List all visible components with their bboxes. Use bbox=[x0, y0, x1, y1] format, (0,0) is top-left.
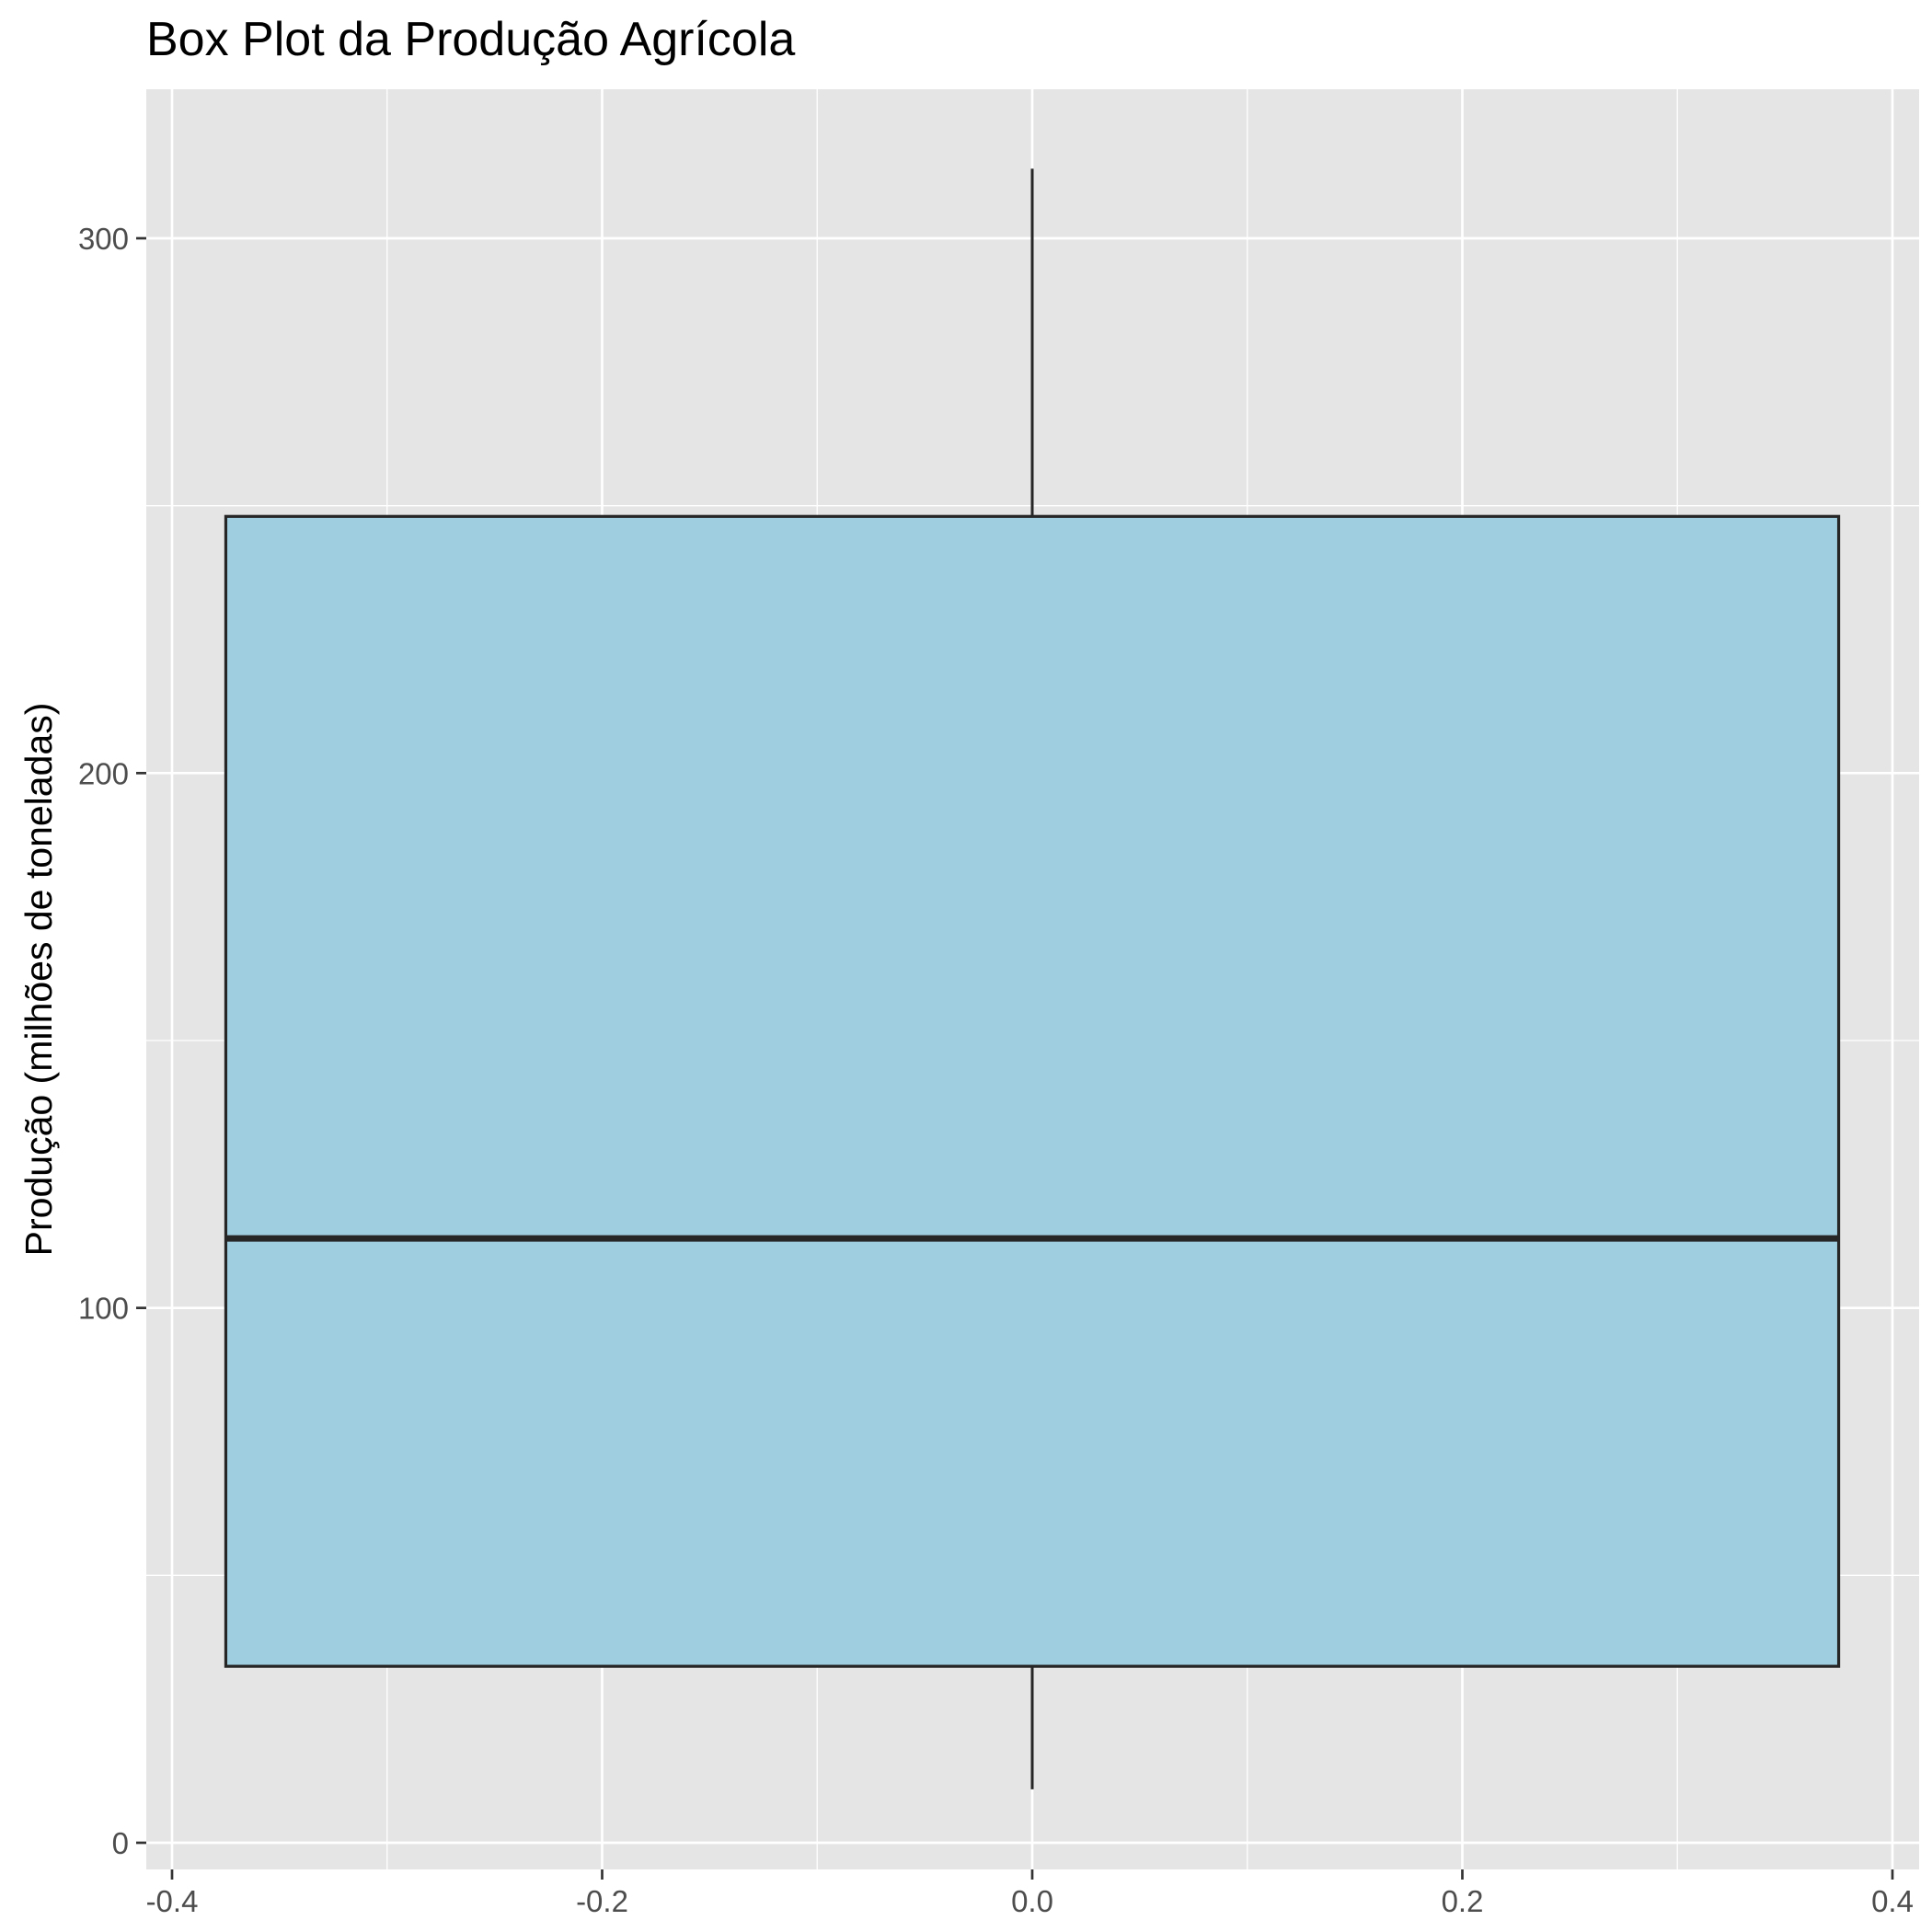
x-tick-label: 0.0 bbox=[1011, 1884, 1053, 1918]
y-tick-label: 300 bbox=[78, 222, 129, 256]
x-axis: -0.4 -0.2 0.0 0.2 0.4 bbox=[146, 1869, 1914, 1918]
box-plot bbox=[224, 168, 1841, 1789]
x-tick-label: 0.4 bbox=[1871, 1884, 1914, 1918]
x-tick-label: -0.2 bbox=[576, 1884, 628, 1918]
x-tick-label: -0.4 bbox=[146, 1884, 199, 1918]
y-tick-label: 100 bbox=[78, 1292, 129, 1326]
y-axis-title: Produção (milhões de toneladas) bbox=[17, 703, 60, 1257]
y-axis: 0 100 200 300 bbox=[78, 222, 146, 1860]
y-tick-label: 200 bbox=[78, 756, 129, 790]
interquartile-box bbox=[224, 514, 1841, 1668]
x-tick-label: 0.2 bbox=[1442, 1884, 1484, 1918]
chart-title: Box Plot da Produção Agrícola bbox=[146, 13, 795, 66]
y-tick-label: 0 bbox=[112, 1826, 129, 1860]
